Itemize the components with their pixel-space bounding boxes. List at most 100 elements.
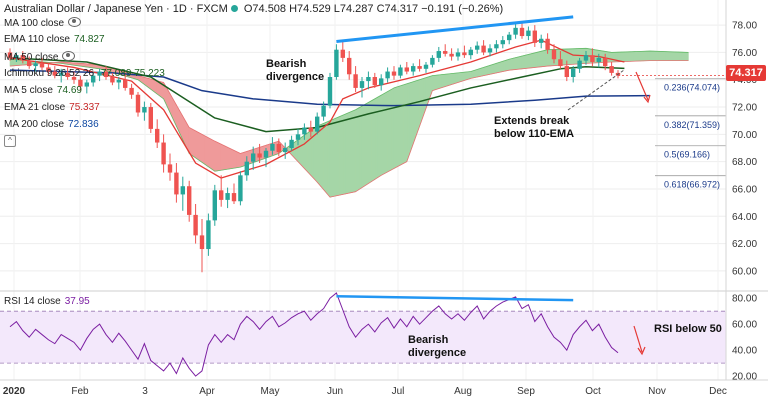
candle-body <box>212 190 217 221</box>
cloud-segment <box>300 134 305 170</box>
price-tick-label: 66.00 <box>732 184 757 195</box>
time-tick-label: 3 <box>142 386 148 397</box>
candle-body <box>583 55 589 61</box>
cloud-segment <box>307 130 312 177</box>
cloud-segment <box>352 109 356 193</box>
cloud-segment <box>329 118 334 198</box>
cloud-segment <box>451 72 456 85</box>
candle-body <box>577 60 582 69</box>
cloud-segment <box>355 107 360 193</box>
cloud-segment <box>489 63 494 75</box>
cloud-segment <box>540 50 545 68</box>
candle-body <box>564 66 569 77</box>
cloud-segment <box>374 96 379 180</box>
legend-item: EMA 21 close 75.337 <box>4 102 100 114</box>
cloud-segment <box>611 51 616 63</box>
legend-item: MA 50 close <box>4 51 76 64</box>
cloud-segment <box>390 87 395 171</box>
down-arrowhead-icon <box>643 94 651 104</box>
candle-body <box>603 57 608 67</box>
candle-body <box>193 214 198 236</box>
legend-label: Ichimoku 9 26 52 26 <box>4 68 97 79</box>
cloud-segment <box>227 146 232 170</box>
price-tick-label: 64.00 <box>732 212 757 223</box>
down-arrow-icon <box>635 71 649 101</box>
candle-body <box>571 68 576 77</box>
cloud-segment <box>441 73 446 88</box>
cloud-segment <box>336 116 340 197</box>
price-tick-label: 78.00 <box>732 21 757 32</box>
cloud-segment <box>208 137 212 170</box>
cloud-segment <box>512 57 516 71</box>
candle-body <box>174 172 179 195</box>
price-tick-label: 70.00 <box>732 130 757 141</box>
cloud-segment <box>480 67 484 77</box>
cloud-segment <box>345 112 350 195</box>
cloud-segment <box>233 149 238 169</box>
cloud-segment <box>214 140 219 172</box>
ohlc-readout: O74.508 H74.529 L74.287 C74.317 −0.191 (… <box>243 3 504 15</box>
candle-body <box>7 52 13 58</box>
cloud-segment <box>499 60 504 73</box>
legend-item: Ichimoku 9 26 52 26 77.089 75.223 <box>4 68 165 80</box>
candle-body <box>347 57 352 75</box>
candle-body <box>379 78 384 86</box>
legend-label: MA 200 close <box>4 119 65 130</box>
candle-body <box>180 186 185 195</box>
time-tick-label: Jul <box>392 386 405 397</box>
hidden-eye-icon[interactable] <box>68 17 82 27</box>
time-tick-label: Jun <box>327 386 343 397</box>
candle-body <box>417 66 422 69</box>
candle-body <box>129 87 134 95</box>
candle-body <box>123 79 128 88</box>
rsi-below-50-text: RSI below 50 <box>654 323 722 335</box>
cloud-segment <box>396 85 401 168</box>
cloud-segment <box>236 151 241 168</box>
cloud-segment <box>515 56 520 70</box>
candle-body <box>20 55 25 61</box>
candle-body <box>65 72 70 77</box>
candle-body <box>238 175 243 202</box>
candle-body <box>372 77 377 86</box>
hidden-eye-icon[interactable] <box>62 51 76 61</box>
legend-item: MA 100 close <box>4 17 82 30</box>
cloud-segment <box>496 61 500 74</box>
candle-body <box>436 51 441 58</box>
candle-body <box>263 150 269 158</box>
cloud-segment <box>508 58 513 71</box>
time-tick-label: May <box>261 386 280 397</box>
candle-body <box>315 116 320 132</box>
candle-body <box>500 40 505 45</box>
cloud-segment <box>339 114 344 196</box>
cloud-segment <box>377 94 382 178</box>
cloud-segment <box>371 98 376 183</box>
cloud-segment <box>342 113 347 195</box>
cloud-segment <box>656 50 660 61</box>
rsi-panel <box>0 290 768 377</box>
candle-body <box>334 49 339 77</box>
legend-value: 77.089 75.223 <box>100 68 165 79</box>
cloud-segment <box>572 48 577 65</box>
cloud-segment <box>195 130 200 161</box>
rsi-down-arrow-icon <box>633 325 643 353</box>
cloud-segment <box>649 50 654 61</box>
cloud-segment <box>633 51 638 62</box>
cloud-segment <box>662 51 667 61</box>
candle-body <box>116 79 121 83</box>
cloud-segment <box>528 53 532 69</box>
candle-body <box>59 72 64 76</box>
candle-body <box>366 77 371 82</box>
price-tick-label: 62.00 <box>732 239 757 250</box>
price-tick-label: 76.00 <box>732 48 757 59</box>
candle-body <box>327 77 333 106</box>
candle-body <box>52 71 57 76</box>
cloud-segment <box>675 51 680 61</box>
rsi-down-arrowhead-icon <box>637 346 646 356</box>
cloud-segment <box>217 142 222 172</box>
legend-label: MA 100 close <box>4 18 65 29</box>
candle-body <box>84 82 89 87</box>
candle-body <box>39 63 45 68</box>
collapse-legend-icon[interactable]: ^ <box>4 135 16 147</box>
candle-body <box>443 51 448 54</box>
